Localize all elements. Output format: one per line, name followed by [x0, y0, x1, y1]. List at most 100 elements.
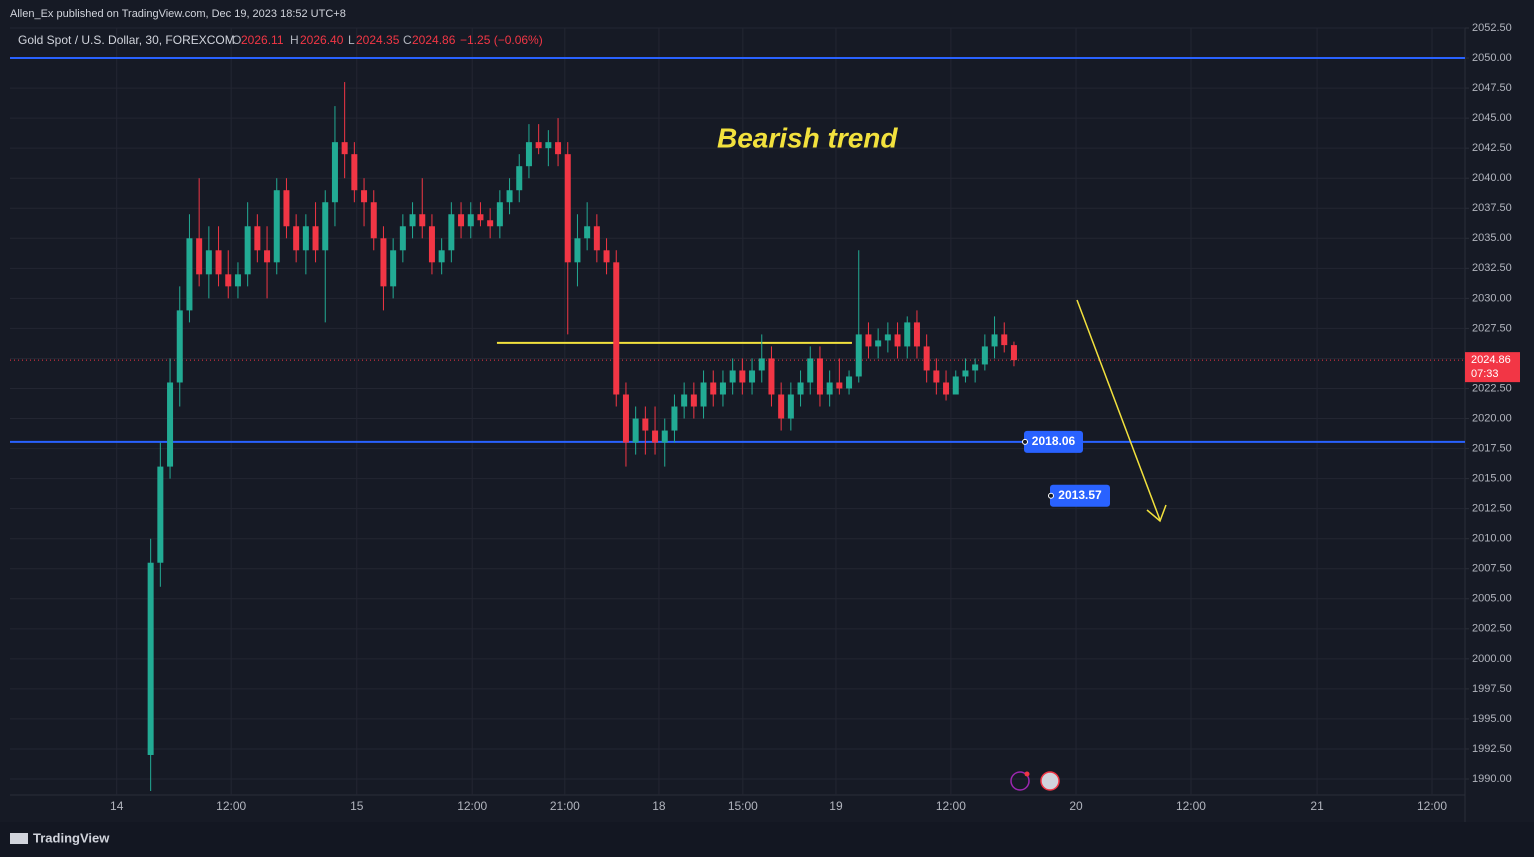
support-label-handle — [1022, 438, 1028, 445]
y-tick-label: 2002.50 — [1472, 623, 1512, 635]
candle-body — [807, 358, 814, 383]
arrow-head — [1146, 504, 1167, 523]
y-tick-label: 2007.50 — [1472, 563, 1512, 575]
y-tick-label: 2012.50 — [1472, 503, 1512, 515]
y-tick-label: 2020.00 — [1472, 412, 1512, 424]
candle-body — [826, 382, 833, 395]
candle-body — [894, 334, 901, 347]
x-tick-label: 12:00 — [216, 799, 246, 813]
candle-body — [390, 250, 397, 287]
candle-body — [855, 334, 862, 377]
candle-body — [525, 142, 532, 167]
candle-body — [952, 376, 959, 395]
candle-body — [787, 394, 794, 419]
candle-body — [913, 322, 920, 347]
alert-dot — [1024, 771, 1030, 777]
candle-body — [157, 466, 164, 563]
x-tick-label: 15 — [350, 799, 364, 813]
y-tick-label: 2050.00 — [1472, 52, 1512, 64]
candle-body — [264, 250, 271, 263]
y-tick-label: 2040.00 — [1472, 172, 1512, 184]
symbol: Gold Spot / U.S. Dollar, 30, FOREXCOM — [18, 33, 235, 47]
candle-body — [681, 394, 688, 407]
publisher: Allen_Ex published on TradingView.com, D… — [10, 8, 346, 20]
y-tick-label: 2042.50 — [1472, 142, 1512, 154]
candle-body — [399, 226, 406, 251]
candle-body — [176, 310, 183, 383]
candle-body — [419, 214, 426, 227]
change: −1.25 (−0.06%) — [460, 33, 543, 47]
candle-body — [875, 340, 882, 347]
candle-body — [555, 142, 562, 155]
candle-body — [283, 190, 290, 227]
support-label-box — [1024, 430, 1083, 453]
support-label: 2018.06 — [1032, 434, 1076, 448]
brand: TradingView — [33, 830, 110, 845]
y-tick-label: 2010.00 — [1472, 533, 1512, 545]
candle-body — [739, 370, 746, 383]
target-label-handle — [1048, 492, 1054, 499]
candle-body — [438, 250, 445, 263]
candle-body — [749, 370, 756, 383]
y-tick-label: 1992.50 — [1472, 743, 1512, 755]
x-tick-label: 14 — [110, 799, 124, 813]
candle-body — [797, 382, 804, 395]
candle-body — [448, 214, 455, 251]
candle-body — [234, 274, 241, 287]
candle-body — [312, 226, 319, 251]
x-tick-label: 21 — [1310, 799, 1324, 813]
candle-body — [933, 370, 940, 383]
price-tag-value: 2024.86 — [1471, 354, 1511, 366]
close-label: C — [403, 33, 412, 47]
legend: Gold Spot / U.S. Dollar, 30, FOREXCOM O … — [18, 33, 543, 47]
candle-body — [254, 226, 261, 251]
x-tick-label: 18 — [652, 799, 666, 813]
open-label: O — [232, 33, 241, 47]
candle-body — [574, 238, 581, 263]
y-tick-label: 2052.50 — [1472, 22, 1512, 34]
candle-body — [632, 418, 639, 443]
y-tick-label: 2030.00 — [1472, 292, 1512, 304]
candle-body — [205, 250, 212, 275]
x-tick-label: 12:00 — [457, 799, 487, 813]
candle-body — [991, 334, 998, 347]
candle-body — [603, 250, 610, 263]
candle-body — [370, 202, 377, 239]
x-tick-label: 21:00 — [550, 799, 580, 813]
close-value: 2024.86 — [412, 33, 456, 47]
candle-body — [409, 214, 416, 227]
y-tick-label: 2027.50 — [1472, 322, 1512, 334]
grid — [10, 27, 1465, 795]
candle-body — [671, 406, 678, 431]
y-tick-label: 1997.50 — [1472, 683, 1512, 695]
price-tag — [1465, 352, 1520, 383]
y-tick-label: 2015.00 — [1472, 473, 1512, 485]
candle-body — [904, 322, 911, 347]
candle-body — [642, 418, 649, 431]
candle-body — [923, 346, 930, 371]
y-tick-label: 2017.50 — [1472, 442, 1512, 454]
candle-body — [836, 382, 843, 389]
y-tick-label: 1990.00 — [1472, 773, 1512, 785]
candle-body — [380, 238, 387, 287]
alert-icon[interactable] — [1010, 771, 1030, 791]
candle-body — [613, 262, 620, 395]
price-tag-countdown: 07:33 — [1471, 368, 1499, 380]
candle-body — [244, 226, 251, 275]
region-icon[interactable] — [1040, 771, 1060, 791]
open-value: 2026.11 — [241, 33, 284, 47]
target-label-box — [1050, 484, 1110, 507]
y-tick-label: 2037.50 — [1472, 202, 1512, 214]
y-tick-label: 2022.50 — [1472, 382, 1512, 394]
low-label: L — [348, 33, 355, 47]
candle-body — [884, 334, 891, 341]
candle-body — [943, 382, 950, 395]
candle-body — [1010, 345, 1017, 361]
high-label: H — [290, 33, 299, 47]
candle-body — [758, 358, 765, 371]
candle-body — [865, 334, 872, 347]
candle-body — [816, 358, 823, 395]
candle-body — [331, 142, 338, 203]
x-tick-label: 15:00 — [728, 799, 758, 813]
